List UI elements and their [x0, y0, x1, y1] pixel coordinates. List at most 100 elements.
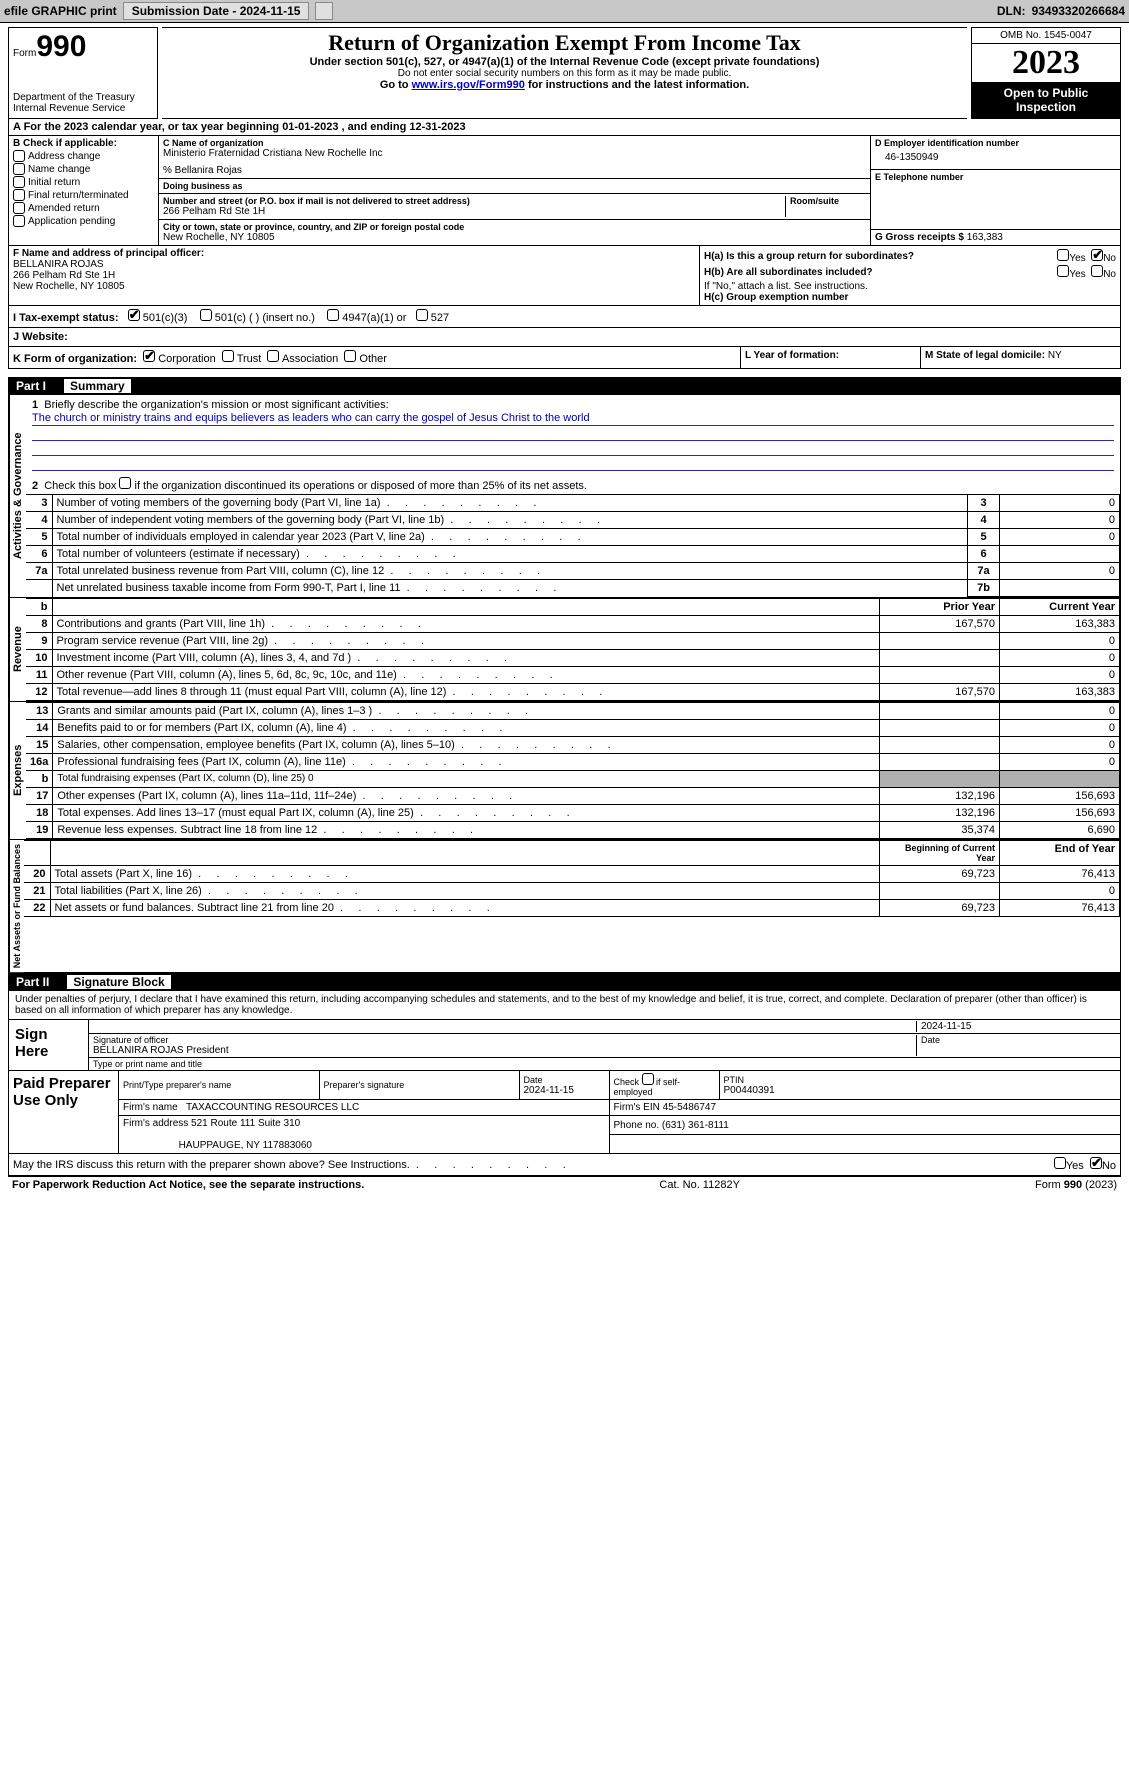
row-label: Number of independent voting members of …: [52, 512, 968, 529]
dln-label: DLN:: [997, 4, 1026, 18]
firm-addr2: HAUPPAUGE, NY 117883060: [179, 1140, 312, 1151]
website-row: J Website:: [8, 328, 1121, 347]
chk-corp[interactable]: [143, 350, 155, 362]
row-num: b: [26, 771, 53, 788]
goto-post: for instructions and the latest informat…: [525, 79, 749, 91]
chk-hb-no[interactable]: [1091, 265, 1103, 277]
irs-link[interactable]: www.irs.gov/Form990: [412, 79, 525, 91]
sig-officer-name: BELLANIRA ROJAS President: [93, 1045, 916, 1056]
lbl-amended: Amended return: [28, 203, 100, 214]
row-value: [1000, 546, 1120, 563]
irs-label: Internal Revenue Service: [13, 103, 153, 114]
chk-ha-yes[interactable]: [1057, 249, 1069, 261]
submission-date-button[interactable]: Submission Date - 2024-11-15: [123, 2, 310, 20]
ssn-note: Do not enter social security numbers on …: [166, 68, 963, 79]
chk-4947[interactable]: [327, 309, 339, 321]
row-value: 0: [1000, 529, 1120, 546]
preparer-table: Print/Type preparer's name Preparer's si…: [119, 1071, 1120, 1153]
city-value: New Rochelle, NY 10805: [163, 232, 866, 243]
chk-self-employed[interactable]: [642, 1073, 654, 1085]
vtab-netassets: Net Assets or Fund Balances: [9, 840, 24, 972]
dept-treasury: Department of the Treasury: [13, 92, 153, 103]
chk-final-return[interactable]: [13, 189, 25, 201]
chk-initial-return[interactable]: [13, 176, 25, 188]
form-title: Return of Organization Exempt From Incom…: [166, 30, 963, 56]
chk-address-change[interactable]: [13, 150, 25, 162]
form-number-box: Form990 Department of the Treasury Inter…: [8, 27, 158, 119]
l-label: L Year of formation:: [745, 350, 839, 361]
hc-label: H(c) Group exemption number: [704, 292, 1116, 303]
may-irs-row: May the IRS discuss this return with the…: [8, 1154, 1121, 1176]
open-public-label: Open to Public Inspection: [972, 82, 1120, 118]
row-label: Total liabilities (Part X, line 26): [50, 883, 880, 900]
chk-501c3[interactable]: [128, 309, 140, 321]
chk-discontinued[interactable]: [119, 477, 131, 489]
row-label: Total number of individuals employed in …: [52, 529, 968, 546]
firm-addr-label: Firm's address: [123, 1118, 188, 1129]
prep-date-label: Date: [524, 1075, 605, 1085]
q1-label: Briefly describe the organization's miss…: [44, 399, 388, 411]
row-label: Professional fundraising fees (Part IX, …: [53, 754, 880, 771]
vtab-revenue: Revenue: [9, 598, 26, 701]
chk-mayirs-no[interactable]: [1090, 1157, 1102, 1169]
row-num: 14: [26, 720, 53, 737]
row-num: 15: [26, 737, 53, 754]
efile-label: efile GRAPHIC print: [4, 4, 117, 18]
part2-number: Part II: [16, 975, 49, 989]
row-current: 0: [1000, 703, 1120, 720]
chk-mayirs-yes[interactable]: [1054, 1157, 1066, 1169]
row-label: Net unrelated business taxable income fr…: [52, 580, 968, 597]
chk-app-pending[interactable]: [13, 215, 25, 227]
officer-addr1: 266 Pelham Rd Ste 1H: [13, 270, 695, 281]
title-box: Return of Organization Exempt From Incom…: [162, 27, 967, 119]
chk-hb-yes[interactable]: [1057, 265, 1069, 277]
col-header-1: Prior Year: [880, 599, 1000, 616]
gross-label: G Gross receipts $: [875, 232, 964, 243]
chk-501c[interactable]: [200, 309, 212, 321]
row-prior: 132,196: [880, 805, 1000, 822]
lbl-corp: Corporation: [158, 353, 215, 365]
row-num: 18: [26, 805, 53, 822]
row-label: Total fundraising expenses (Part IX, col…: [53, 771, 880, 788]
row-current: 0: [1000, 650, 1120, 667]
chk-527[interactable]: [416, 309, 428, 321]
prep-sig-label: Preparer's signature: [324, 1080, 515, 1090]
row-current: 6,690: [1000, 822, 1120, 839]
row-a-tax-year: A For the 2023 calendar year, or tax yea…: [8, 119, 1121, 136]
chk-assoc[interactable]: [267, 350, 279, 362]
part1-bar: Part I Summary: [8, 377, 1121, 395]
name-label: C Name of organization: [163, 138, 866, 148]
prep-date: 2024-11-15: [524, 1085, 605, 1096]
row-begin: [880, 883, 1000, 900]
row-current: [1000, 771, 1120, 788]
vtab-expenses: Expenses: [9, 702, 26, 839]
row-label: Investment income (Part VIII, column (A)…: [52, 650, 880, 667]
footer-left: For Paperwork Reduction Act Notice, see …: [12, 1179, 364, 1191]
hb-label: H(b) Are all subordinates included?: [704, 267, 873, 278]
lbl-assoc: Association: [282, 353, 338, 365]
chk-other[interactable]: [344, 350, 356, 362]
row-value: [1000, 580, 1120, 597]
blank-button[interactable]: [315, 2, 333, 20]
website-label: J Website:: [13, 331, 68, 343]
lbl-501c: 501(c) ( ) (insert no.): [215, 312, 315, 324]
row-num: 4: [26, 512, 52, 529]
row-prior: [880, 703, 1000, 720]
col-end: End of Year: [1000, 841, 1120, 866]
ptin-value: P00440391: [724, 1085, 1117, 1096]
row-num: 12: [26, 684, 52, 701]
row-num: 17: [26, 788, 53, 805]
omb-number: OMB No. 1545-0047: [972, 28, 1120, 44]
chk-amended[interactable]: [13, 202, 25, 214]
chk-ha-no[interactable]: [1091, 249, 1103, 261]
chk-name-change[interactable]: [13, 163, 25, 175]
row-num: 3: [26, 495, 52, 512]
officer-label: F Name and address of principal officer:: [13, 248, 695, 259]
box-c: C Name of organization Ministerio Frater…: [159, 136, 871, 246]
chk-trust[interactable]: [222, 350, 234, 362]
firm-ein: 45-5486747: [663, 1102, 716, 1113]
box-d: D Employer identification number 46-1350…: [871, 136, 1121, 246]
dln-value: 93493320266684: [1032, 4, 1125, 18]
row-num: 5: [26, 529, 52, 546]
goto-pre: Go to: [380, 79, 412, 91]
